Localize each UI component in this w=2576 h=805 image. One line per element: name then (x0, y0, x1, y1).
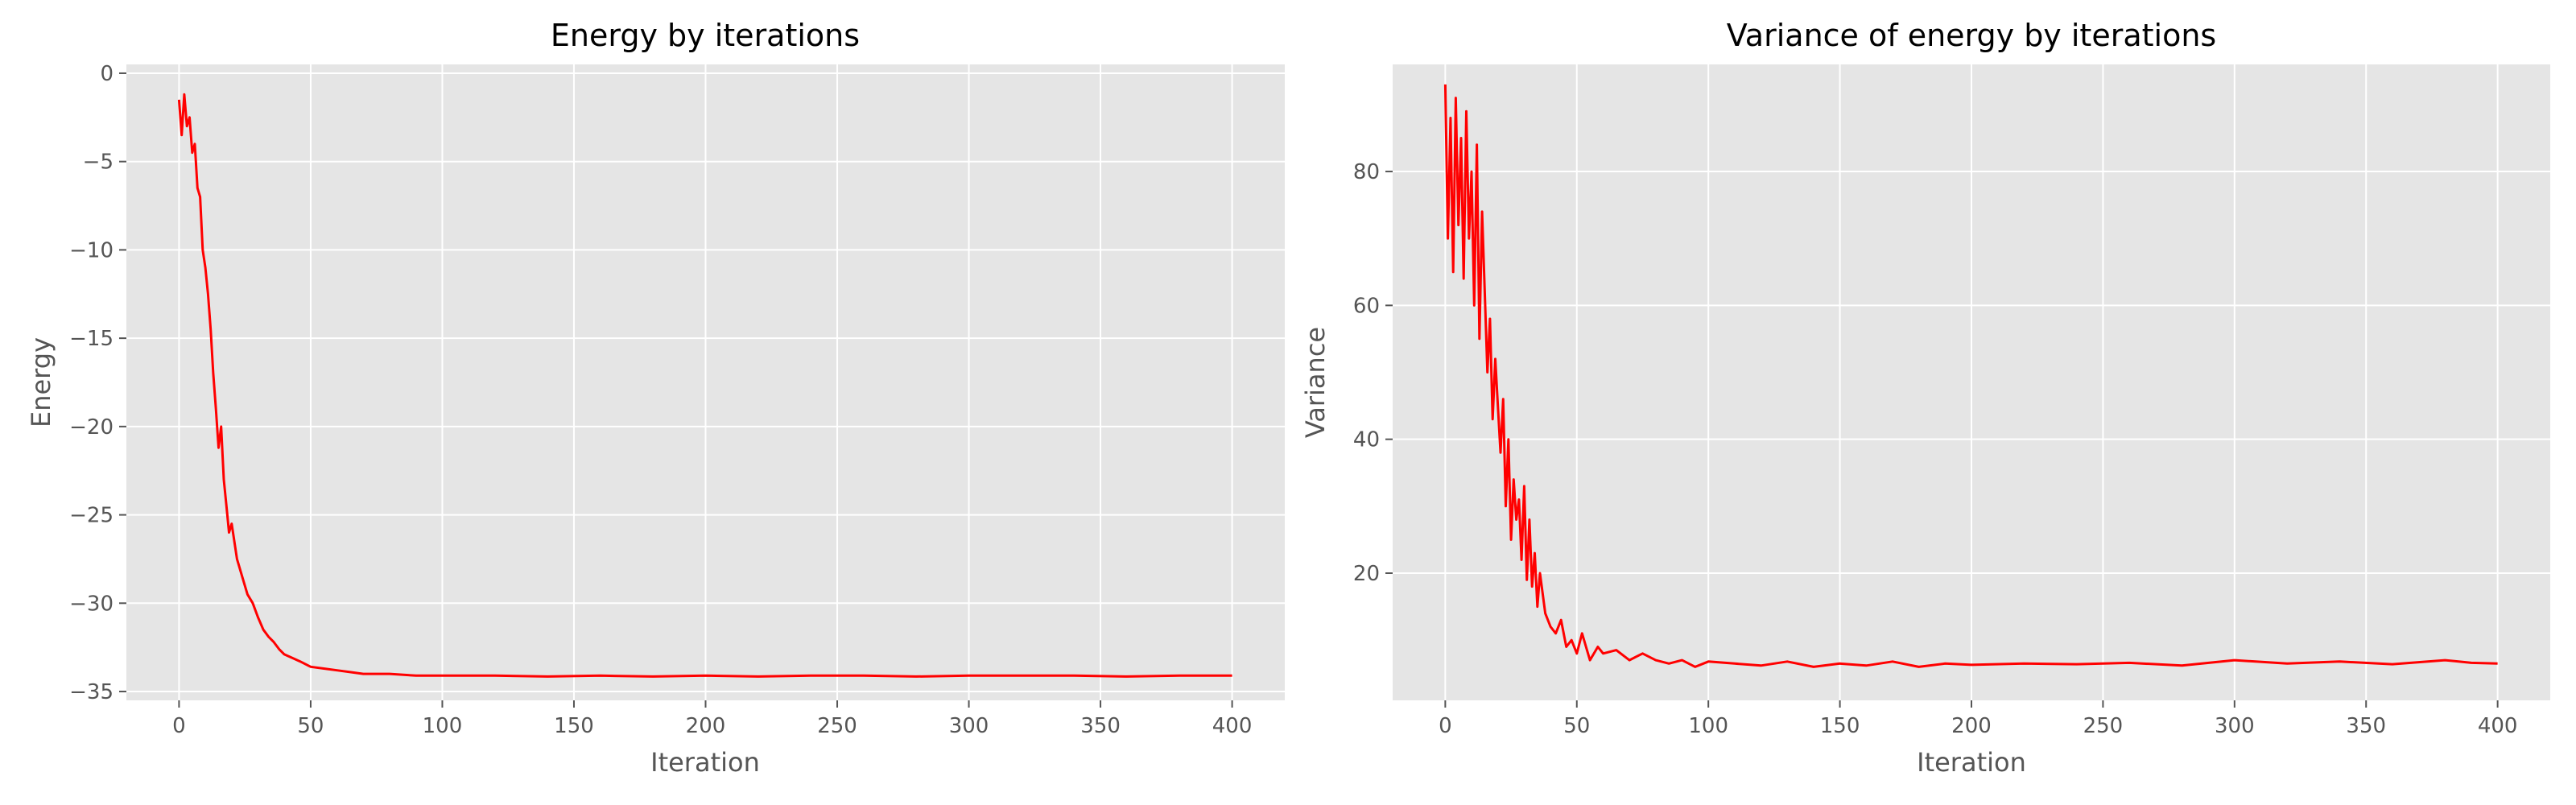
variance-y-tick-label: 20 (1353, 562, 1380, 586)
energy-x-tick-label: 100 (423, 714, 463, 738)
variance-x-tick-label: 150 (1820, 714, 1860, 738)
energy-x-tick-label: 300 (949, 714, 989, 738)
energy-chart: Energy by iterations 0 50 100 150 200 250 300 3… (26, 18, 1285, 778)
energy-line (177, 93, 1232, 678)
energy-x-tick-label: 350 (1080, 714, 1121, 738)
variance-chart: Variance of energy by iterations 0 50 100 1… (1300, 18, 2550, 778)
variance-ticks: 0 50 100 150 200 250 300 350 400 20 40 60 80 (1353, 160, 2518, 738)
energy-x-tick-label: 200 (686, 714, 726, 738)
variance-x-tick-label: 0 (1439, 714, 1452, 738)
variance-x-tick-label: 400 (2478, 714, 2518, 738)
variance-gridlines (1393, 64, 2550, 700)
energy-x-tick-label: 50 (297, 714, 324, 738)
variance-x-tick-label: 50 (1563, 714, 1590, 738)
energy-x-tick-label: 0 (172, 714, 186, 738)
energy-x-tick-label: 400 (1212, 714, 1253, 738)
variance-x-tick-label: 300 (2215, 714, 2255, 738)
energy-y-axis-label: Energy (26, 337, 56, 427)
variance-line (1443, 84, 2498, 668)
variance-chart-title: Variance of energy by iterations (1727, 18, 2216, 53)
energy-y-tick-label: −5 (83, 151, 114, 175)
energy-gridlines (126, 64, 1285, 700)
energy-y-tick-label: −15 (69, 327, 114, 351)
energy-y-tick-label: −10 (69, 238, 114, 262)
variance-series (1443, 84, 2498, 668)
energy-y-tick-label: −35 (69, 680, 114, 704)
variance-y-tick-label: 40 (1353, 428, 1380, 452)
energy-x-tick-label: 150 (554, 714, 594, 738)
variance-x-tick-label: 100 (1688, 714, 1728, 738)
variance-x-tick-label: 250 (2083, 714, 2124, 738)
energy-chart-title: Energy by iterations (551, 18, 860, 53)
variance-x-axis-label: Iteration (1917, 747, 2026, 778)
energy-series (177, 93, 1232, 678)
energy-x-axis-label: Iteration (650, 747, 760, 778)
energy-y-tick-label: 0 (100, 62, 114, 86)
energy-y-tick-label: −20 (69, 415, 114, 440)
variance-y-tick-label: 80 (1353, 160, 1380, 184)
energy-y-tick-label: −30 (69, 592, 114, 616)
energy-x-tick-label: 250 (817, 714, 857, 738)
variance-x-tick-label: 200 (1951, 714, 1992, 738)
variance-y-tick-label: 60 (1353, 294, 1380, 318)
variance-x-tick-label: 350 (2346, 714, 2386, 738)
energy-y-tick-label: −25 (69, 504, 114, 528)
variance-y-axis-label: Variance (1300, 327, 1331, 438)
energy-ticks: 0 50 100 150 200 250 300 350 400 0 −5 −10 −15 −20 −25 −… (69, 62, 1252, 738)
